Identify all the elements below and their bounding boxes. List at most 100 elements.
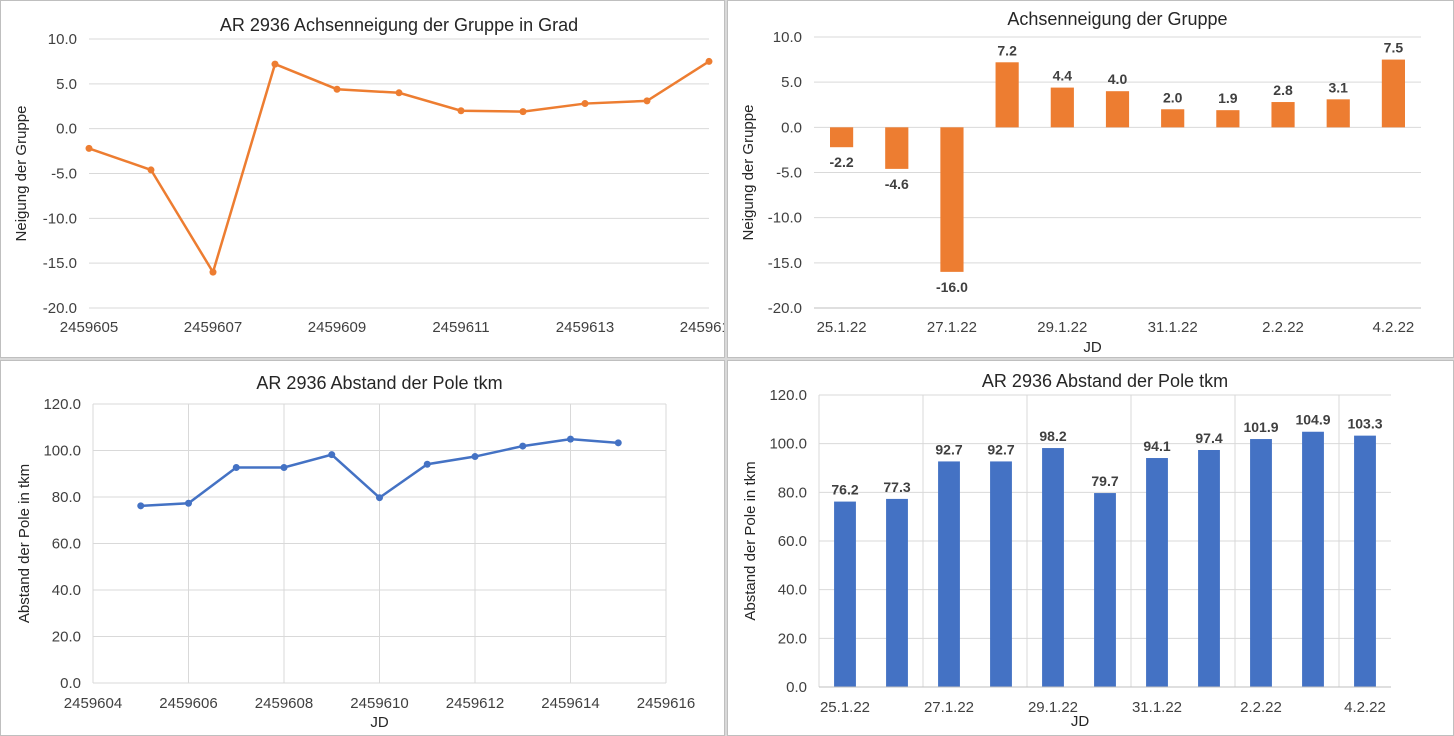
chart-title: Achsenneigung der Gruppe bbox=[1007, 9, 1227, 29]
x-tick-label: 29.1.22 bbox=[1037, 319, 1087, 336]
data-label: 7.2 bbox=[997, 42, 1017, 58]
x-tick-label: 2459614 bbox=[541, 695, 599, 712]
bar bbox=[1381, 59, 1405, 128]
y-tick-label: 20.0 bbox=[778, 630, 807, 647]
x-tick-label: 31.1.22 bbox=[1148, 319, 1198, 336]
data-point bbox=[519, 108, 527, 116]
data-label: 4.4 bbox=[1053, 68, 1073, 84]
x-tick-label: 31.1.22 bbox=[1132, 699, 1182, 716]
plot-group: AR 2936 Abstand der Pole tkm 120.0 100.0 80… bbox=[16, 373, 695, 731]
data-label: 7.5 bbox=[1384, 40, 1404, 56]
bar bbox=[990, 461, 1012, 687]
data-point bbox=[457, 107, 465, 115]
data-point bbox=[567, 435, 574, 443]
bar bbox=[938, 461, 960, 687]
data-label: 77.3 bbox=[883, 479, 910, 495]
bar bbox=[886, 498, 908, 687]
bar bbox=[1326, 99, 1350, 128]
data-label: 76.2 bbox=[831, 482, 858, 498]
chart-tilt-bar: Achsenneigung der Gruppe 10.0 5.0 0.0 -5.0 -1… bbox=[740, 9, 1421, 356]
x-tick-label: 2459611 bbox=[432, 319, 489, 336]
y-tick-label: -5.0 bbox=[776, 165, 802, 182]
x-axis-label: JD bbox=[1083, 339, 1102, 356]
data-point bbox=[147, 166, 155, 174]
data-label: 2.8 bbox=[1273, 82, 1293, 98]
x-tick-label: 25.1.22 bbox=[817, 319, 867, 336]
bar bbox=[1216, 110, 1240, 128]
y-tick-label: 80.0 bbox=[52, 489, 81, 506]
bar bbox=[1094, 493, 1116, 687]
x-axis-label: JD bbox=[370, 714, 389, 731]
y-axis-label: Neigung der Gruppe bbox=[13, 106, 30, 242]
x-tick-label: 2459616 bbox=[637, 695, 695, 712]
chart-panel-tilt-bar: Achsenneigung der Gruppe 10.0 5.0 0.0 -5.0 -1… bbox=[727, 0, 1454, 358]
data-point bbox=[705, 57, 713, 65]
chart-tilt-line: AR 2936 Achsenneigung der Gruppe in Grad… bbox=[13, 15, 724, 336]
chart-panel-distance-bar: AR 2936 Abstand der Pole tkm 120.0 100.0 80… bbox=[727, 360, 1454, 736]
y-tick-label: -10.0 bbox=[768, 210, 802, 227]
data-label: 98.2 bbox=[1039, 428, 1066, 444]
y-tick-label: 20.0 bbox=[52, 629, 81, 646]
data-point bbox=[643, 97, 651, 105]
x-tick-label: 2.2.22 bbox=[1240, 699, 1282, 716]
bar bbox=[1050, 87, 1074, 128]
data-label: 4.0 bbox=[1108, 71, 1128, 87]
bar bbox=[1302, 431, 1324, 687]
y-axis-label: Abstand der Pole in tkm bbox=[742, 461, 759, 620]
y-tick-label: 80.0 bbox=[778, 484, 807, 501]
plot-group: AR 2936 Abstand der Pole tkm 120.0 100.0 80… bbox=[742, 371, 1391, 730]
data-point bbox=[185, 499, 192, 507]
x-tick-label: 2459612 bbox=[446, 695, 504, 712]
y-tick-label: 40.0 bbox=[52, 582, 81, 599]
y-tick-label: 0.0 bbox=[786, 679, 807, 696]
chart-distance-line: AR 2936 Abstand der Pole tkm 120.0 100.0 80… bbox=[16, 373, 695, 731]
y-tick-label: -10.0 bbox=[43, 210, 77, 227]
x-tick-label: 2459604 bbox=[64, 695, 122, 712]
bar bbox=[830, 127, 854, 148]
x-tick-label: 2459613 bbox=[556, 319, 614, 336]
x-tick-label: 27.1.22 bbox=[924, 699, 974, 716]
chart-distance-bar: AR 2936 Abstand der Pole tkm 120.0 100.0 80… bbox=[742, 371, 1391, 730]
data-point bbox=[328, 451, 336, 459]
plot-group: Achsenneigung der Gruppe 10.0 5.0 0.0 -5.0 -1… bbox=[740, 9, 1421, 356]
data-point bbox=[137, 502, 145, 510]
data-label: 104.9 bbox=[1295, 412, 1330, 428]
bar bbox=[1105, 91, 1130, 128]
x-tick-label: 2459615 bbox=[680, 319, 724, 336]
x-tick-label: 4.2.22 bbox=[1373, 319, 1415, 336]
x-tick-label: 2459607 bbox=[184, 319, 242, 336]
data-label: 101.9 bbox=[1243, 419, 1278, 435]
data-label: 3.1 bbox=[1328, 79, 1348, 95]
x-tick-label: 2.2.22 bbox=[1262, 319, 1304, 336]
data-label: 97.4 bbox=[1195, 430, 1222, 446]
data-label: 1.9 bbox=[1218, 90, 1238, 106]
y-tick-label: 10.0 bbox=[48, 31, 77, 48]
data-point bbox=[271, 60, 279, 68]
chart-panel-tilt-line: AR 2936 Achsenneigung der Gruppe in Grad… bbox=[0, 0, 725, 358]
x-tick-label: 27.1.22 bbox=[927, 319, 977, 336]
data-label: -4.6 bbox=[885, 176, 909, 192]
chart-title: AR 2936 Abstand der Pole tkm bbox=[256, 373, 502, 393]
data-point bbox=[280, 463, 288, 471]
data-label: 103.3 bbox=[1347, 416, 1382, 432]
y-tick-label: 120.0 bbox=[43, 396, 81, 413]
y-tick-label: 0.0 bbox=[56, 121, 77, 138]
y-tick-label: -5.0 bbox=[51, 166, 77, 183]
x-tick-label: 2459605 bbox=[60, 319, 118, 336]
x-axis-label: JD bbox=[1071, 713, 1090, 730]
x-tick-label: 2459610 bbox=[350, 695, 408, 712]
chart-panel-distance-line: AR 2936 Abstand der Pole tkm 120.0 100.0 80… bbox=[0, 360, 725, 736]
data-point bbox=[232, 463, 240, 471]
bar bbox=[834, 501, 856, 687]
y-tick-label: -20.0 bbox=[43, 300, 77, 317]
y-tick-label: 0.0 bbox=[781, 119, 802, 136]
y-tick-label: 0.0 bbox=[60, 675, 81, 692]
bar bbox=[885, 127, 909, 169]
x-tick-label: 2459608 bbox=[255, 695, 313, 712]
data-label: -16.0 bbox=[936, 279, 968, 295]
y-tick-label: 100.0 bbox=[43, 443, 81, 460]
data-label: 92.7 bbox=[987, 441, 1014, 457]
x-tick-label: 4.2.22 bbox=[1344, 699, 1386, 716]
x-tick-label: 25.1.22 bbox=[820, 699, 870, 716]
data-point bbox=[395, 89, 403, 97]
